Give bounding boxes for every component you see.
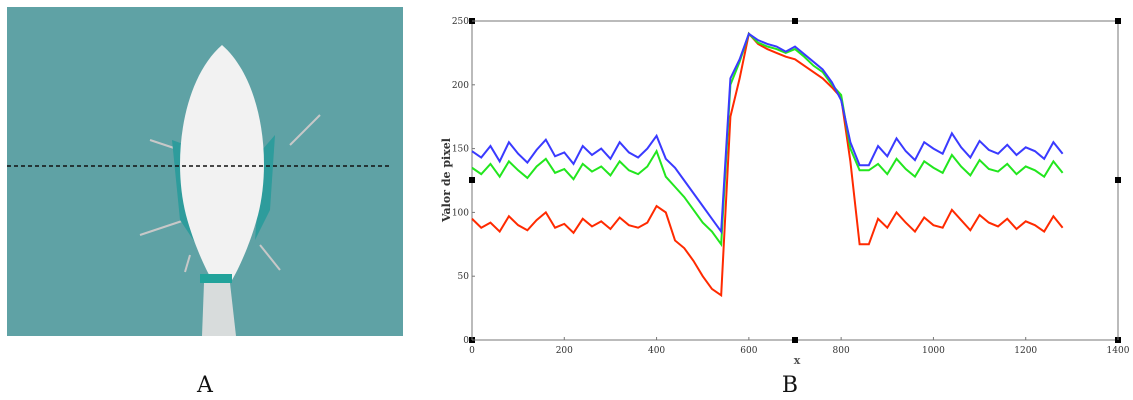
- x-tick-label: 200: [556, 346, 573, 356]
- x-axis-label: x: [794, 354, 801, 367]
- y-axis-label: Valor de pixel: [440, 138, 453, 223]
- x-tick-label: 1400: [1107, 346, 1130, 356]
- series-line: [471, 31, 1064, 298]
- handles: [469, 18, 1121, 343]
- plot-frame: [471, 20, 1119, 341]
- lines: [471, 31, 1064, 298]
- y-tick-label: 100: [452, 208, 469, 218]
- x-tick-label: 1000: [922, 346, 945, 356]
- x-tick-label: 600: [740, 346, 757, 356]
- series-line: [471, 32, 1064, 235]
- y-tick-label: 50: [458, 272, 470, 282]
- x-tick-label: 800: [833, 346, 850, 356]
- panel-label: B: [782, 373, 798, 398]
- x-tick-label: 0: [469, 346, 475, 356]
- y-tick-label: 0: [463, 336, 469, 346]
- y-tick-label: 200: [452, 81, 469, 91]
- y-tick-label: 150: [452, 145, 469, 155]
- photo: [7, 7, 403, 336]
- panel-label: A: [196, 373, 214, 398]
- x-tick-label: 400: [648, 346, 665, 356]
- y-tick-label: 250: [452, 17, 469, 27]
- series-line: [471, 31, 1064, 248]
- x-tick-label: 1200: [1014, 346, 1037, 356]
